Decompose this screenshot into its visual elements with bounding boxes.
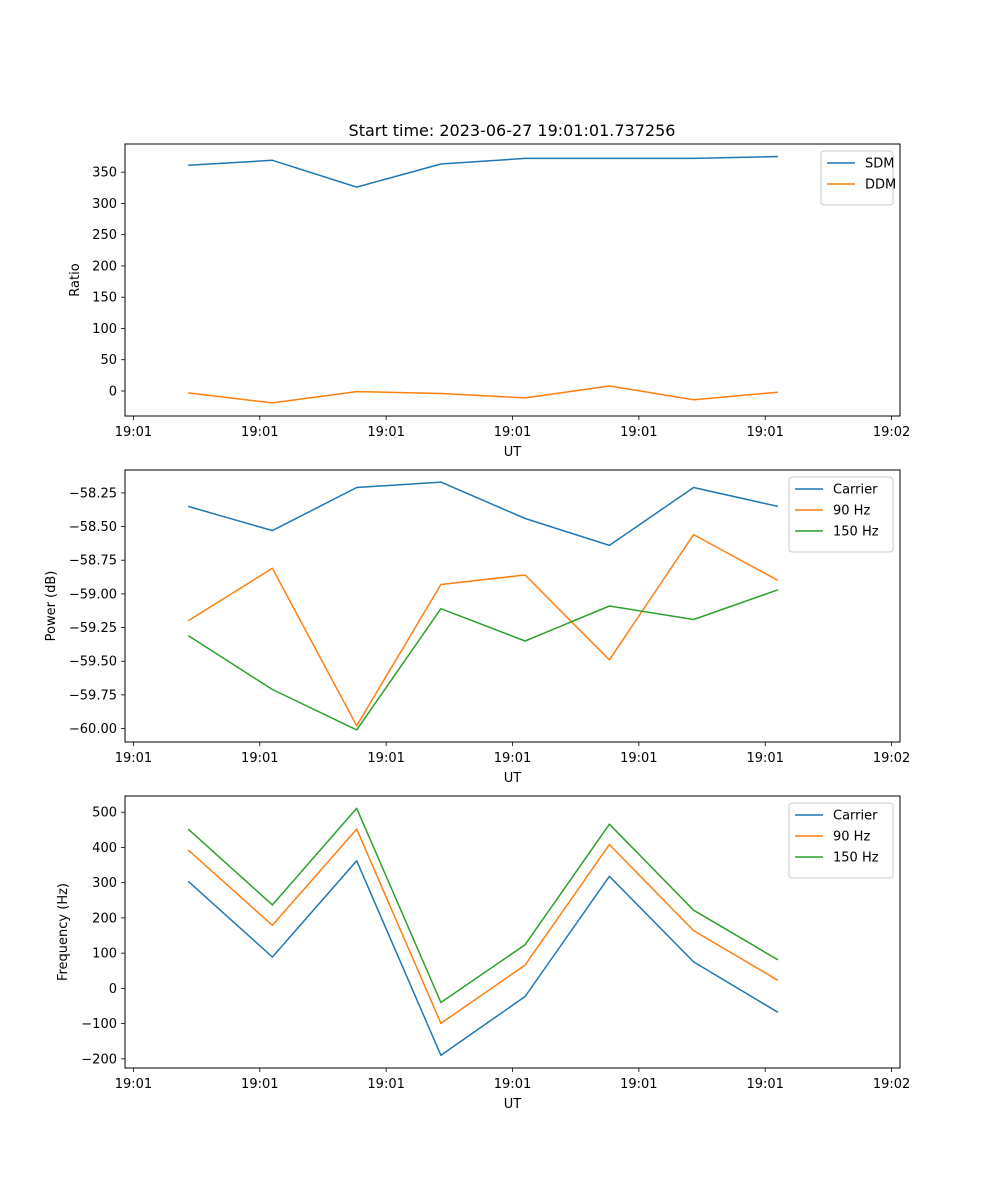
x-tick-label: 19:01 [115,1077,152,1092]
x-tick-label: 19:02 [873,751,910,766]
y-tick-label: 100 [92,322,117,337]
series-line-90-hz [187,533,779,727]
power-panel: 19:01 19:01 19:01 19:01 19:01 19:01 19:02 −58.2… [44,469,910,786]
power-axes-frame [124,469,901,743]
y-tick-label: −58.50 [69,520,117,535]
x-tick-label: 19:01 [241,425,278,440]
x-tick-label: 19:01 [241,1077,278,1092]
y-tick-label: 150 [92,291,117,306]
y-tick-label: 200 [92,911,117,926]
series-line-150-hz [187,807,779,1004]
legend-label-90-hz: 90 Hz [833,504,870,519]
x-tick-label: 19:01 [367,751,404,766]
y-tick-label: −59.00 [69,587,117,602]
legend-label-90-hz: 90 Hz [833,830,870,845]
series-line-carrier [187,481,779,547]
y-tick-label: 400 [92,841,117,856]
x-tick-label: 19:01 [620,425,657,440]
y-tick-label: 350 [92,166,117,181]
y-tick-label: −200 [81,1052,117,1067]
x-tick-label: 19:01 [494,1077,531,1092]
legend-box [788,476,894,553]
legend-label-sdm: SDM [865,157,894,172]
series-line-ddm [188,385,778,404]
frequency-panel: 19:01 19:01 19:01 19:01 19:01 19:01 19:02 500 40… [56,795,910,1112]
y-tick-label: −58.25 [69,486,117,501]
legend-label-150-hz: 150 Hz [833,525,879,540]
y-tick-label: 50 [100,353,117,368]
x-axis-label: UT [504,445,522,460]
series-line-sdm [188,155,778,188]
y-tick-label: 0 [109,384,117,399]
y-tick-label: 500 [92,806,117,821]
legend-label-carrier: Carrier [833,483,878,498]
series-line-90-hz [187,828,779,1025]
frequency-axes-frame [124,795,901,1069]
x-tick-label: 19:01 [494,751,531,766]
x-tick-label: 19:02 [873,1077,910,1092]
legend-label-ddm: DDM [865,178,896,193]
y-tick-label: −59.50 [69,655,117,670]
y-tick-label: 300 [92,197,117,212]
series-line-150-hz [187,589,779,731]
y-tick-label: −100 [81,1017,117,1032]
y-tick-label: −59.75 [69,688,117,703]
x-tick-label: 19:01 [241,751,278,766]
y-axis-label: Power (dB) [44,571,59,642]
y-tick-label: 0 [109,982,117,997]
x-tick-label: 19:01 [620,751,657,766]
x-tick-label: 19:01 [494,425,531,440]
ratio-panel: Start time: 2023-06-27 19:01:01.737256 1… [68,121,910,460]
x-tick-label: 19:01 [367,425,404,440]
y-axis-label: Frequency (Hz) [56,883,71,981]
y-tick-label: −59.25 [69,621,117,636]
x-tick-label: 19:01 [746,1077,783,1092]
legend-label-carrier: Carrier [833,809,878,824]
ratio-axes-frame [124,143,901,417]
x-tick-label: 19:02 [873,425,910,440]
y-tick-label: 200 [92,259,117,274]
y-tick-label: −60.00 [69,722,117,737]
x-tick-label: 19:01 [620,1077,657,1092]
legend-box [820,150,894,206]
y-tick-label: 100 [92,947,117,962]
y-tick-label: −58.75 [69,554,117,569]
x-tick-label: 19:01 [746,751,783,766]
x-tick-label: 19:01 [746,425,783,440]
y-axis-label: Ratio [68,263,83,296]
x-tick-label: 19:01 [115,751,152,766]
x-tick-label: 19:01 [115,425,152,440]
series-line-carrier [187,860,779,1057]
x-axis-label: UT [504,1097,522,1112]
chart-title: Start time: 2023-06-27 19:01:01.737256 [349,121,676,140]
x-axis-label: UT [504,771,522,786]
x-tick-label: 19:01 [367,1077,404,1092]
y-tick-label: 250 [92,228,117,243]
legend-label-150-hz: 150 Hz [833,851,879,866]
y-tick-label: 300 [92,876,117,891]
legend-box [788,802,894,879]
